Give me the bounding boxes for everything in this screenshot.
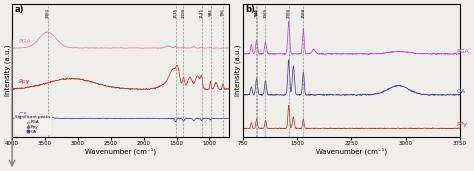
Text: 1385: 1385: [287, 8, 291, 18]
Text: 944: 944: [255, 8, 259, 16]
Text: 796: 796: [221, 8, 225, 16]
Text: 1065: 1065: [264, 8, 267, 18]
X-axis label: Wavenumber (cm⁻¹): Wavenumber (cm⁻¹): [316, 148, 387, 155]
Text: PGA: PGA: [18, 39, 31, 44]
Text: b): b): [245, 5, 255, 15]
Text: 940: 940: [255, 8, 258, 16]
Text: 1121: 1121: [200, 8, 203, 18]
Text: GA: GA: [456, 89, 465, 94]
Text: 1515: 1515: [173, 8, 178, 18]
Text: PPy: PPy: [456, 122, 467, 127]
Text: PGA: PGA: [456, 49, 469, 54]
X-axis label: Wavenumber (cm⁻¹): Wavenumber (cm⁻¹): [85, 148, 156, 155]
Text: 984: 984: [209, 8, 212, 16]
Text: Ppy: Ppy: [18, 79, 30, 84]
Text: GA: GA: [18, 112, 28, 117]
Text: 1395: 1395: [182, 8, 185, 18]
Text: 3461: 3461: [46, 8, 49, 18]
Y-axis label: Intensity (a.u.): Intensity (a.u.): [235, 45, 241, 96]
Y-axis label: Intensity (a.u.): Intensity (a.u.): [4, 45, 11, 96]
Text: 1588: 1588: [301, 8, 305, 18]
Legend: PGA, Ppy, GA: PGA, Ppy, GA: [14, 114, 52, 135]
Text: a): a): [14, 5, 24, 15]
